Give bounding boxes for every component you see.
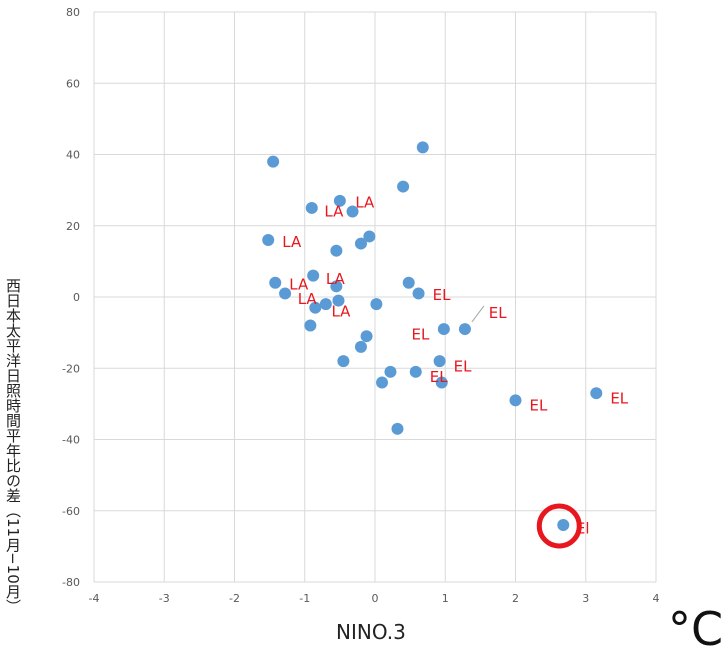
data-point <box>416 141 429 154</box>
data-point <box>433 355 446 368</box>
data-point <box>309 301 322 314</box>
y-tick-label: 20 <box>66 220 80 233</box>
x-tick-label: 3 <box>582 592 589 605</box>
point-label: LA <box>331 302 351 320</box>
data-point <box>346 205 359 218</box>
y-tick-label: -60 <box>62 505 80 518</box>
data-point <box>509 394 522 407</box>
data-point <box>435 376 448 389</box>
data-point <box>279 287 292 300</box>
data-point <box>363 230 376 243</box>
y-axis-ticks: -80 -60 -40 -20 0 20 40 60 80 <box>62 6 80 589</box>
point-label: EL <box>454 357 472 375</box>
data-point <box>333 194 346 207</box>
data-point <box>332 294 345 307</box>
data-point <box>391 422 404 435</box>
data-point <box>412 287 425 300</box>
data-point <box>307 269 320 282</box>
y-tick-label: -20 <box>62 362 80 375</box>
highlight-layer <box>536 503 582 549</box>
x-axis-ticks: -4 -3 -2 -1 0 1 2 3 4 <box>89 592 660 605</box>
data-point <box>437 323 450 336</box>
point-label: EL <box>489 304 507 322</box>
y-axis-label: 西日本太平洋日照時間平年比の差（11月−10月） <box>4 278 22 614</box>
data-point <box>262 234 275 246</box>
x-tick-label: -4 <box>89 592 100 605</box>
data-point <box>557 519 570 531</box>
data-point <box>376 376 389 389</box>
point-label: EL <box>530 397 548 415</box>
point-label: LA <box>324 203 344 221</box>
data-point <box>305 201 318 214</box>
x-tick-label: -1 <box>299 592 310 605</box>
data-point <box>458 323 471 336</box>
x-tick-label: 2 <box>512 592 519 605</box>
data-point <box>397 180 410 193</box>
y-tick-label: -80 <box>62 576 80 589</box>
x-axis-label: NINO.3 <box>336 620 406 644</box>
data-point <box>384 365 397 378</box>
data-point <box>590 387 603 400</box>
point-label: LA <box>298 290 318 308</box>
y-tick-label: 80 <box>66 6 80 19</box>
data-point <box>409 365 422 378</box>
data-point <box>337 355 350 368</box>
data-point <box>402 276 415 289</box>
point-label: LA <box>326 270 346 288</box>
y-tick-label: 0 <box>73 291 80 304</box>
data-point <box>354 340 367 353</box>
y-tick-label: 60 <box>66 77 80 90</box>
x-tick-label: 0 <box>372 592 379 605</box>
label-leader-line <box>471 305 485 323</box>
x-tick-label: 1 <box>442 592 449 605</box>
point-label: EL <box>433 286 451 304</box>
x-tick-label: 4 <box>653 592 660 605</box>
data-point <box>370 298 383 311</box>
data-point <box>319 298 332 311</box>
leader-lines <box>471 305 485 323</box>
unit-label: °C <box>668 602 724 656</box>
y-tick-label: -40 <box>62 434 80 447</box>
data-point <box>360 330 373 343</box>
data-point <box>304 319 317 332</box>
point-label: EL <box>430 368 448 386</box>
y-tick-label: 40 <box>66 149 80 162</box>
point-label: EL <box>610 390 628 408</box>
chart-grid <box>93 11 657 583</box>
highlight-circle <box>536 503 582 549</box>
point-label: EL <box>412 325 430 343</box>
data-point <box>330 280 343 293</box>
x-tick-label: -2 <box>229 592 240 605</box>
data-points <box>262 141 603 531</box>
point-label: LA <box>355 194 375 212</box>
point-label: LA <box>289 276 309 294</box>
x-tick-label: -3 <box>159 592 170 605</box>
data-point <box>354 237 367 250</box>
data-point <box>267 155 280 168</box>
data-point <box>330 244 343 257</box>
data-point <box>269 276 282 289</box>
point-label: LA <box>282 233 302 251</box>
